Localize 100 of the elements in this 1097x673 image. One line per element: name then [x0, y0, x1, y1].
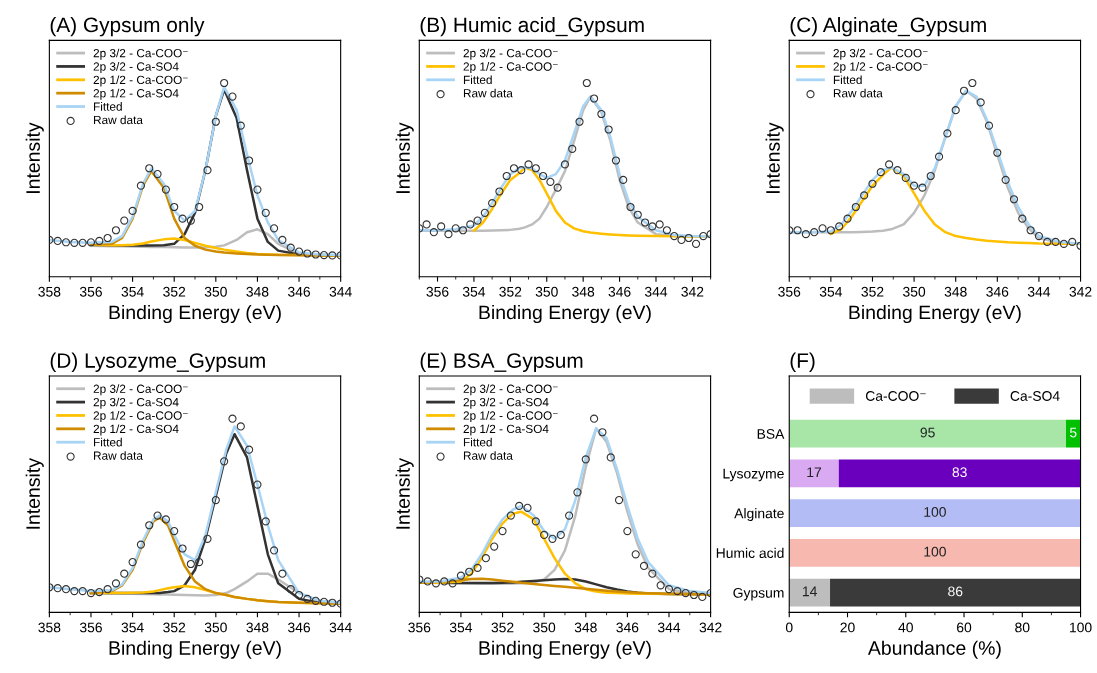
x-axis-title: Binding Energy (eV)	[109, 304, 281, 324]
x-tick-label: 356	[408, 622, 431, 633]
x-tick-label: 344	[329, 622, 352, 633]
legend-label: 2p 3/2 - Ca-SO4	[463, 397, 549, 409]
legend-label: Ca-SO4	[1010, 391, 1060, 401]
x-tick-label: 342	[699, 622, 722, 633]
x-tick-label: 354	[819, 286, 843, 297]
y-axis-title: Intensity	[395, 122, 414, 193]
legend-label: Fitted	[94, 437, 122, 447]
y-tick-label: Alginate	[734, 508, 784, 522]
legend-label: 2p 1/2 - Ca-COO⁻	[93, 75, 188, 87]
x-tick-label: 348	[572, 286, 595, 297]
x-tick-label: 344	[329, 286, 352, 297]
data-label: 17	[807, 467, 822, 477]
legend-label: Raw data	[463, 451, 513, 460]
y-axis-title: Intensity	[25, 122, 44, 193]
x-tick-label: 352	[163, 622, 186, 633]
x-tick-label: 344	[644, 286, 668, 297]
legend-label: Raw data	[463, 88, 513, 98]
x-tick-label: 346	[287, 622, 311, 633]
x-axis-title: Abundance (%)	[867, 640, 1001, 659]
legend-label: Raw data	[94, 451, 143, 460]
legend-label: Raw data	[94, 115, 143, 125]
x-tick-label: 60	[957, 622, 972, 633]
x-tick-label: 342	[681, 286, 704, 297]
y-tick-label: BSA	[757, 428, 785, 439]
legend-label: Fitted	[833, 75, 862, 85]
x-tick-label: 0	[785, 622, 793, 633]
x-tick-label: 346	[986, 286, 1009, 297]
x-tick-label: 358	[38, 286, 61, 297]
legend-label: Ca-COO⁻	[865, 391, 926, 401]
x-tick-label: 352	[163, 286, 186, 297]
data-label: 5	[1069, 427, 1077, 438]
legend-label: 2p 1/2 - Ca-COO⁻	[93, 411, 188, 423]
x-tick-label: 350	[204, 286, 227, 297]
y-tick-label: Lysozyme	[723, 468, 784, 482]
legend-label: Fitted	[463, 75, 492, 85]
chart-title: (C) Alginate_Gypsum	[790, 16, 986, 37]
legend-label: Fitted	[463, 437, 492, 447]
x-axis-title: Binding Energy (eV)	[479, 640, 651, 659]
x-tick-label: 350	[533, 622, 556, 633]
y-axis-title: Intensity	[25, 458, 44, 529]
x-tick-label: 344	[1027, 286, 1051, 297]
chart-title: (B) Humic acid_Gypsum	[420, 16, 644, 37]
legend-label: 2p 1/2 - Ca-COO⁻	[463, 62, 558, 74]
data-label: 86	[948, 586, 963, 597]
data-label: 83	[952, 467, 967, 478]
legend-label: 2p 3/2 - Ca-COO⁻	[463, 384, 558, 396]
x-tick-label: 356	[426, 286, 449, 297]
x-tick-label: 348	[574, 622, 597, 633]
x-tick-label: 354	[449, 622, 473, 633]
legend-label: 2p 1/2 - Ca-SO4	[463, 424, 549, 436]
y-tick-label: Humic acid	[716, 547, 784, 559]
x-tick-label: 342	[1069, 286, 1092, 297]
data-label: 100	[924, 546, 946, 557]
x-tick-label: 352	[491, 622, 514, 633]
x-tick-label: 352	[861, 286, 884, 297]
x-tick-label: 346	[287, 286, 311, 297]
x-tick-label: 356	[778, 286, 801, 297]
x-tick-label: 346	[608, 286, 631, 297]
x-axis-title: Binding Energy (eV)	[479, 304, 651, 324]
data-label: 95	[920, 427, 935, 438]
legend-label: 2p 1/2 - Ca-COO⁻	[463, 411, 558, 423]
x-tick-label: 346	[616, 622, 639, 633]
x-tick-label: 344	[657, 622, 681, 633]
legend-label: 2p 3/2 - Ca-COO⁻	[463, 48, 558, 60]
legend-label: 2p 3/2 - Ca-COO⁻	[833, 48, 928, 60]
legend-label: Raw data	[833, 88, 883, 98]
legend-label: 2p 3/2 - Ca-COO⁻	[93, 384, 188, 396]
chart-title: (E) BSA_Gypsum	[420, 352, 583, 373]
x-tick-label: 354	[121, 622, 144, 633]
x-tick-label: 348	[246, 622, 269, 633]
x-tick-label: 20	[840, 622, 855, 633]
legend-label: 2p 1/2 - Ca-COO⁻	[833, 62, 928, 74]
x-tick-label: 358	[38, 622, 61, 633]
chart-title: (F)	[790, 352, 815, 373]
legend-label: 2p 3/2 - Ca-SO4	[93, 397, 179, 409]
x-tick-label: 100	[1070, 622, 1092, 633]
x-tick-label: 356	[79, 286, 102, 297]
x-tick-label: 356	[79, 622, 102, 633]
chart-title: (D) Lysozyme_Gypsum	[50, 352, 265, 373]
x-axis-title: Binding Energy (eV)	[109, 640, 281, 659]
data-label: 14	[802, 586, 817, 597]
y-axis-title: Intensity	[395, 458, 414, 529]
legend-label: 2p 1/2 - Ca-SO4	[93, 424, 179, 436]
x-tick-label: 348	[944, 286, 967, 297]
x-tick-label: 348	[246, 286, 269, 297]
legend-label: Fitted	[94, 102, 122, 111]
x-tick-label: 350	[535, 286, 558, 297]
x-tick-label: 40	[898, 622, 913, 633]
x-tick-label: 352	[499, 286, 522, 297]
legend-label: 2p 3/2 - Ca-SO4	[93, 62, 179, 74]
chart-title: (A) Gypsum only	[50, 16, 205, 37]
x-tick-label: 350	[903, 286, 926, 297]
y-axis-title: Intensity	[765, 122, 784, 193]
data-label: 100	[924, 507, 946, 517]
x-axis-title: Binding Energy (eV)	[849, 304, 1021, 324]
legend-label: 2p 3/2 - Ca-COO⁻	[93, 48, 188, 60]
x-tick-label: 80	[1015, 622, 1030, 633]
x-tick-label: 350	[204, 622, 227, 633]
